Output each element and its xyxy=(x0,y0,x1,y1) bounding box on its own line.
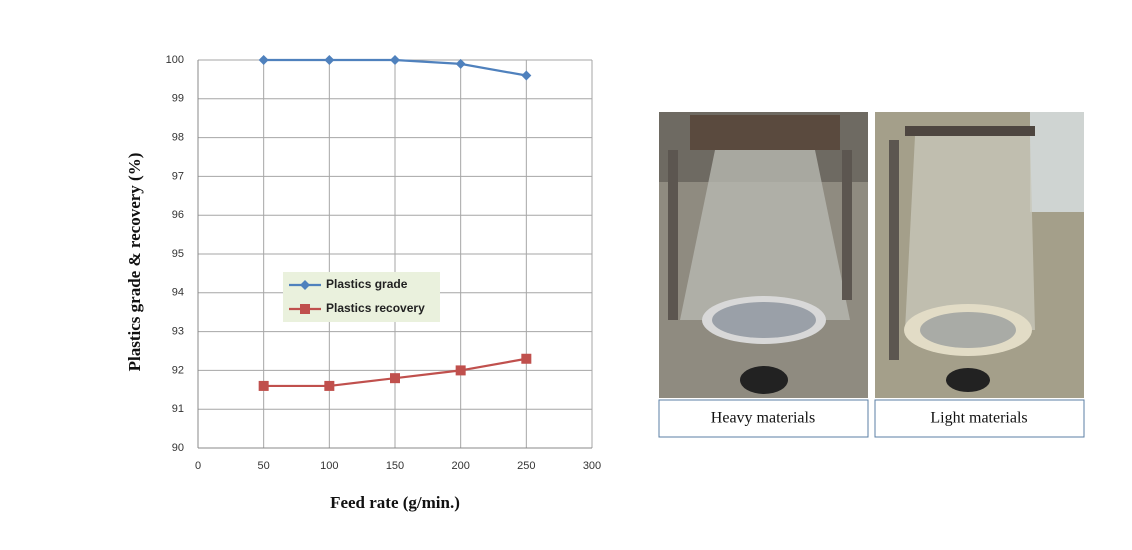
x-tick-label: 50 xyxy=(258,460,270,472)
y-tick-label: 93 xyxy=(172,326,184,338)
y-tick-label: 96 xyxy=(172,209,184,221)
point xyxy=(258,380,269,391)
chart: 90 91 92 93 94 95 96 97 98 99 100 0 50 100 150 200 250 30… xyxy=(166,54,602,472)
y-tick-label: 92 xyxy=(172,364,184,376)
point xyxy=(455,58,466,69)
x-tick-label: 250 xyxy=(517,460,535,472)
caption-box xyxy=(658,399,869,438)
point xyxy=(455,365,466,376)
point xyxy=(258,55,269,65)
x-tick-label: 150 xyxy=(386,460,404,472)
photo-light xyxy=(875,112,1084,398)
y-tick-label: 98 xyxy=(172,132,184,144)
legend-marker xyxy=(300,280,310,290)
point xyxy=(390,373,400,384)
legend-marker xyxy=(300,304,310,314)
y-axis-label: Plastics grade & recovery (%) xyxy=(125,153,144,372)
point xyxy=(521,353,532,364)
x-tick-label: 200 xyxy=(451,460,469,472)
point xyxy=(324,55,335,65)
x-tick-label: 300 xyxy=(583,460,601,472)
photo-caption: Heavy materials xyxy=(711,410,815,427)
legend-label: Plastics recovery xyxy=(326,301,425,315)
photo-heavy xyxy=(659,112,868,398)
y-tick-label: 100 xyxy=(166,54,184,66)
y-tick-label: 99 xyxy=(172,93,184,105)
y-tick-label: 94 xyxy=(172,287,184,299)
x-axis-label: Feed rate (g/min.) xyxy=(330,493,460,512)
caption-box xyxy=(874,399,1085,438)
photo-caption: Light materials xyxy=(930,410,1027,427)
y-tick-label: 91 xyxy=(172,403,184,415)
y-tick-label: 97 xyxy=(172,170,184,182)
x-tick-label: 0 xyxy=(195,460,201,472)
point xyxy=(324,380,335,391)
point xyxy=(521,70,532,81)
y-tick-label: 95 xyxy=(172,248,184,260)
y-tick-label: 90 xyxy=(172,442,184,454)
point xyxy=(390,55,400,65)
legend-label: Plastics grade xyxy=(326,277,408,291)
x-tick-label: 100 xyxy=(320,460,338,472)
